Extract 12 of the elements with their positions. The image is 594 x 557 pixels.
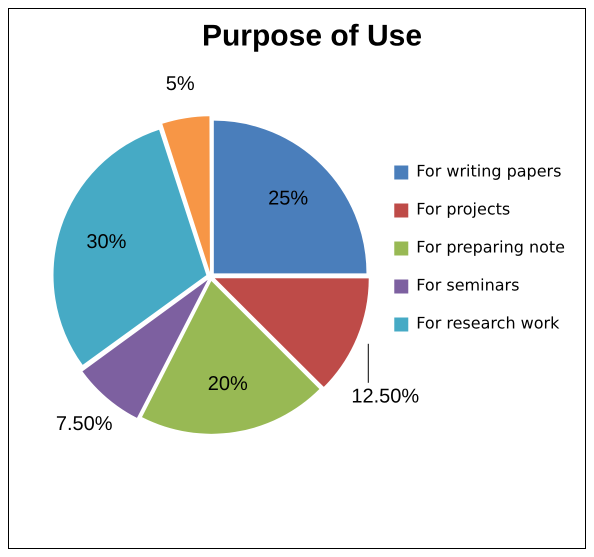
data-label: 12.50%	[351, 385, 420, 408]
data-label: 25%	[268, 188, 308, 210]
legend-label: For projects	[416, 200, 510, 219]
legend-label: For preparing note	[416, 238, 566, 257]
data-label: 7.50%	[56, 413, 113, 436]
data-label: 20%	[208, 373, 248, 396]
legend-label: For research work	[416, 314, 560, 333]
legend-label: For writing papers	[416, 162, 562, 181]
data-label: 5%	[166, 72, 195, 95]
chart-title: Purpose of Use	[202, 19, 422, 52]
data-label: 30%	[86, 231, 127, 254]
legend-label: For seminars	[416, 276, 520, 295]
